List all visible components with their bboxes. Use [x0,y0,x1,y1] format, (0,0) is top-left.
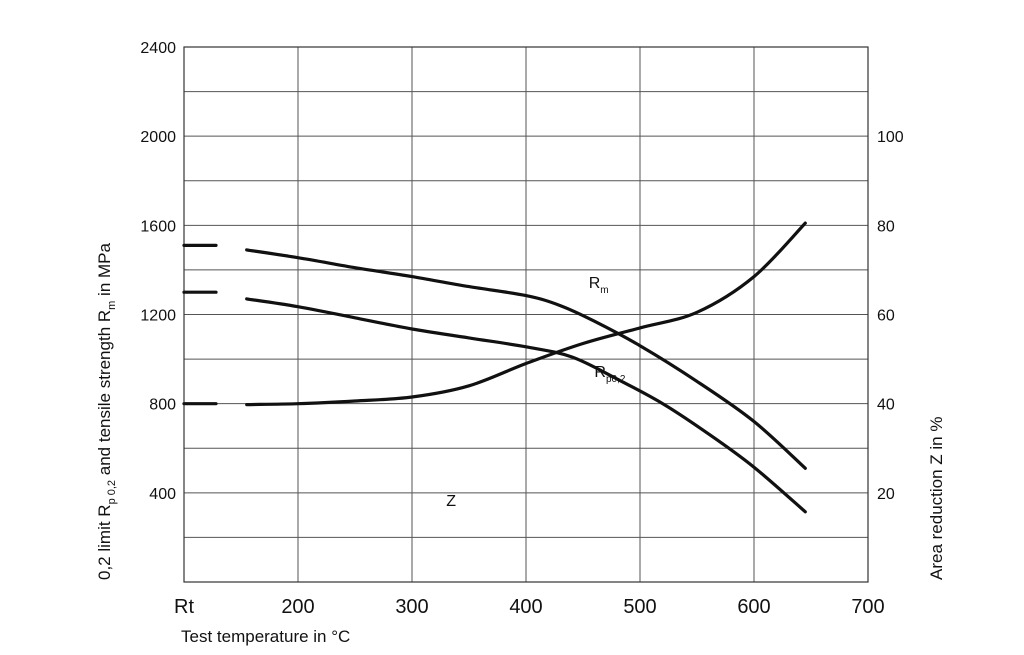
y-axis-label-left: 0,2 limit Rp 0,2 and tensile strength Rm… [95,242,118,580]
y-tick-label-left: 2000 [140,129,176,146]
x-tick-label: Rt [174,596,194,618]
curve-label: Z [446,493,456,510]
tick-labels: Rt 200 300 400 500 600 700 400 800 1200 1600 2000 24… [140,40,903,618]
x-tick-label: 500 [623,596,656,618]
curve-label: Rp0,2 [594,364,625,385]
plot-frame [183,46,869,583]
y-tick-label-left: 800 [149,397,176,414]
x-tick-label: 400 [509,596,542,618]
x-tick-label: 300 [395,596,428,618]
x-tick-label: 200 [281,596,314,618]
y-tick-label-right: 100 [877,129,904,146]
y-tick-label-left: 400 [149,486,176,503]
y-tick-label-left: 2400 [140,40,176,57]
y-tick-label-right: 80 [877,218,895,235]
x-tick-label: 600 [737,596,770,618]
y-tick-label-right: 60 [877,308,895,325]
y-tick-label-left: 1600 [140,218,176,235]
series-rp02-line [245,297,807,514]
y-tick-label-left: 1200 [140,308,176,325]
y-axis-label-right: Area reduction Z in % [927,417,946,580]
curve-labels: Rm Rp0,2 Z [446,275,626,510]
x-axis-label: Test temperature in °C [181,627,350,646]
y-tick-label-right: 40 [877,397,895,414]
grid [183,46,869,583]
x-tick-label: 700 [851,596,884,618]
series-lines [182,221,807,514]
series-z-line [245,221,807,407]
curve-label: Rm [589,275,609,296]
y-tick-label-right: 20 [877,486,895,503]
series-rm-line [245,248,807,470]
